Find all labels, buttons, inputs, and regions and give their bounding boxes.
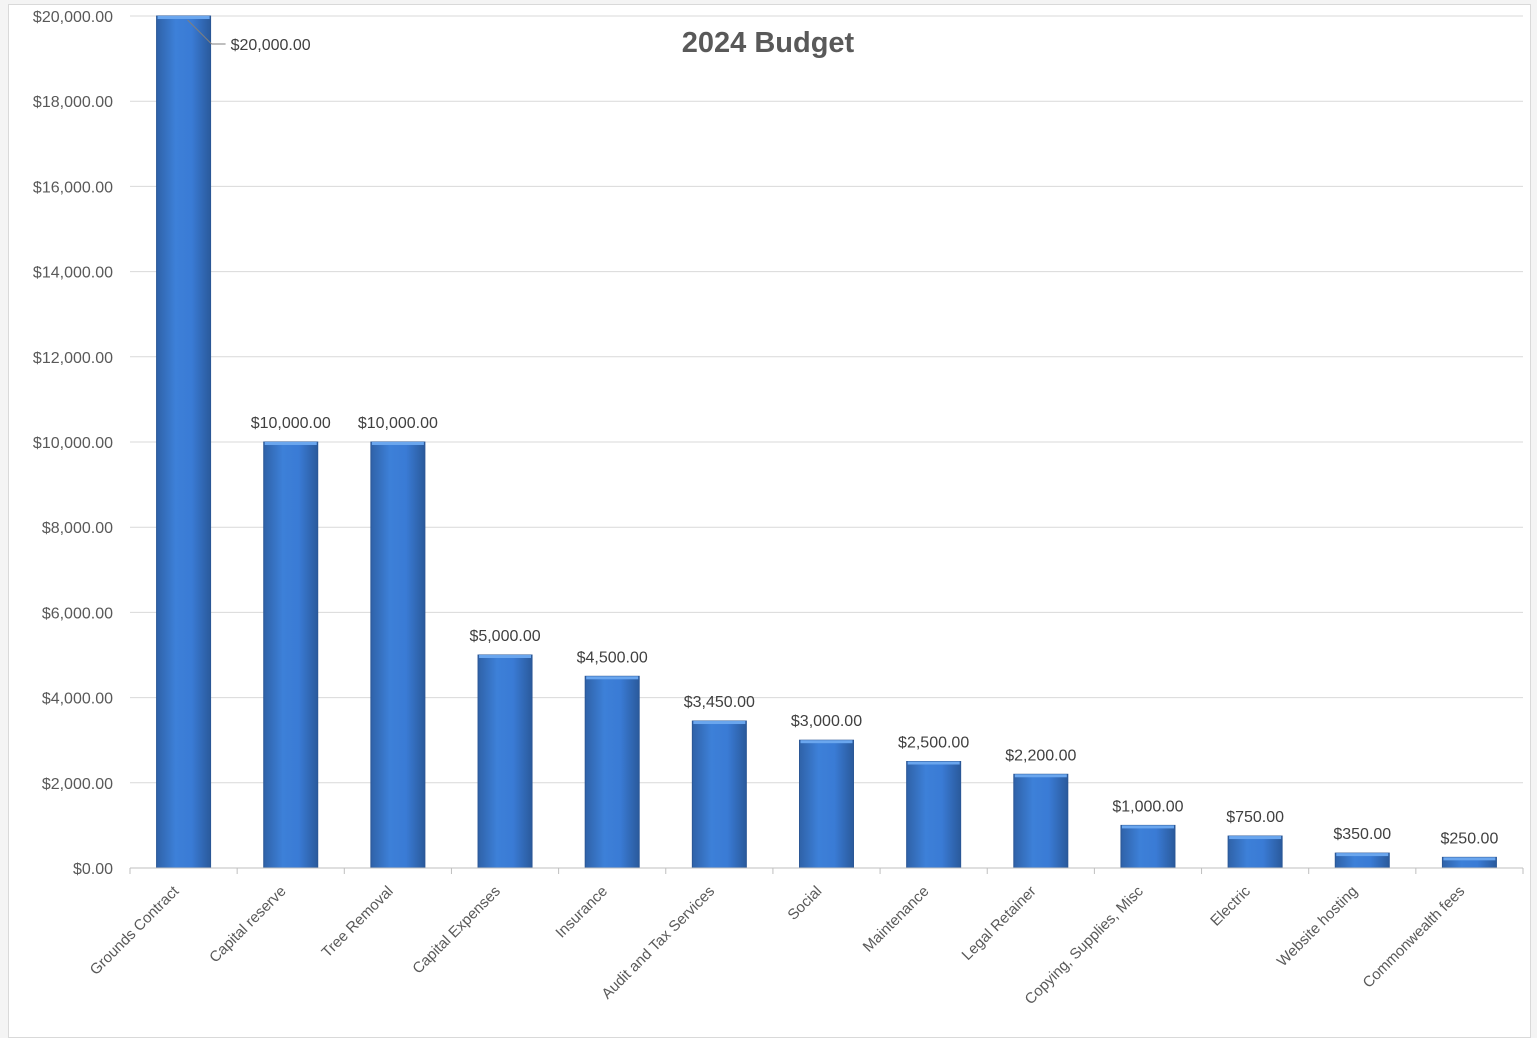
- bars: [156, 15, 1497, 869]
- y-tick-label: $6,000.00: [42, 605, 113, 622]
- bar-highlight: [1336, 853, 1389, 857]
- bar: [1120, 824, 1176, 869]
- y-tick-label: $8,000.00: [42, 520, 113, 537]
- data-label: $1,000.00: [1112, 798, 1183, 815]
- bar: [156, 15, 212, 869]
- data-label: $10,000.00: [358, 415, 438, 432]
- bar: [906, 761, 962, 869]
- x-category-label: Capital Expenses: [409, 883, 504, 978]
- y-tick-label: $16,000.00: [33, 179, 113, 196]
- x-category-label: Commonwealth fees: [1360, 883, 1469, 992]
- x-category-label: Grounds Contract: [87, 882, 183, 978]
- y-tick-label: $4,000.00: [42, 691, 113, 708]
- bar-highlight: [800, 740, 853, 744]
- bar: [477, 654, 533, 869]
- x-axis: Grounds Contract Capital reserve Tree Remo…: [87, 867, 1524, 1008]
- bar: [370, 441, 426, 869]
- data-labels: $20,000.00 $10,000.00 $10,000.00 $5,000.00 $…: [187, 19, 1499, 847]
- data-label: $5,000.00: [469, 628, 540, 645]
- bar: [1227, 835, 1283, 869]
- gridlines: [130, 15, 1523, 784]
- bar-highlight: [1229, 836, 1282, 840]
- x-category-label: Website hosting: [1274, 883, 1361, 970]
- data-label: $2,200.00: [1005, 747, 1076, 764]
- bar: [263, 441, 319, 869]
- bar-highlight: [264, 442, 317, 445]
- bar-highlight: [157, 16, 210, 19]
- bar: [584, 675, 640, 869]
- data-label: $750.00: [1226, 809, 1284, 826]
- bar-highlight: [586, 676, 639, 680]
- x-category-label: Electric: [1207, 882, 1254, 929]
- y-tick-label: $14,000.00: [33, 265, 113, 282]
- data-label: $2,500.00: [898, 735, 969, 752]
- bar: [691, 720, 747, 869]
- data-label: $250.00: [1441, 830, 1499, 847]
- y-tick-label: $10,000.00: [33, 435, 113, 452]
- data-label: $350.00: [1333, 826, 1391, 843]
- bar-highlight: [1443, 857, 1496, 861]
- y-tick-label: $12,000.00: [33, 350, 113, 367]
- y-tick-label: $0.00: [73, 861, 113, 878]
- bar-highlight: [907, 761, 960, 765]
- y-tick-label: $20,000.00: [33, 9, 113, 26]
- chart-title: 2024 Budget: [682, 27, 855, 59]
- data-label: $3,450.00: [684, 694, 755, 711]
- bar-highlight: [371, 442, 424, 445]
- x-category-label: Legal Retainer: [959, 883, 1040, 964]
- data-label: $3,000.00: [791, 713, 862, 730]
- x-category-label: Social: [784, 883, 825, 924]
- x-category-label: Capital reserve: [206, 883, 289, 966]
- x-category-label: Maintenance: [860, 883, 933, 956]
- data-label: $10,000.00: [251, 415, 331, 432]
- bar-highlight: [693, 721, 746, 725]
- x-category-label: Tree Removal: [318, 883, 396, 961]
- data-label-leader: [187, 19, 212, 45]
- x-category-label: Insurance: [552, 883, 611, 942]
- data-label: $4,500.00: [577, 649, 648, 666]
- bar: [799, 739, 854, 869]
- bar-highlight: [479, 655, 532, 658]
- y-axis: $0.00 $2,000.00 $4,000.00 $6,000.00 $8,000.0…: [33, 9, 113, 878]
- bar-highlight: [1121, 825, 1174, 829]
- bar-highlight: [1014, 774, 1067, 778]
- x-category-label: Audit and Tax Services: [598, 883, 718, 1003]
- data-label: $20,000.00: [231, 37, 311, 54]
- bar: [1013, 773, 1069, 869]
- y-tick-label: $2,000.00: [42, 776, 113, 793]
- x-category-label: Copying, Supplies, Misc: [1022, 882, 1148, 1008]
- y-tick-label: $18,000.00: [33, 94, 113, 111]
